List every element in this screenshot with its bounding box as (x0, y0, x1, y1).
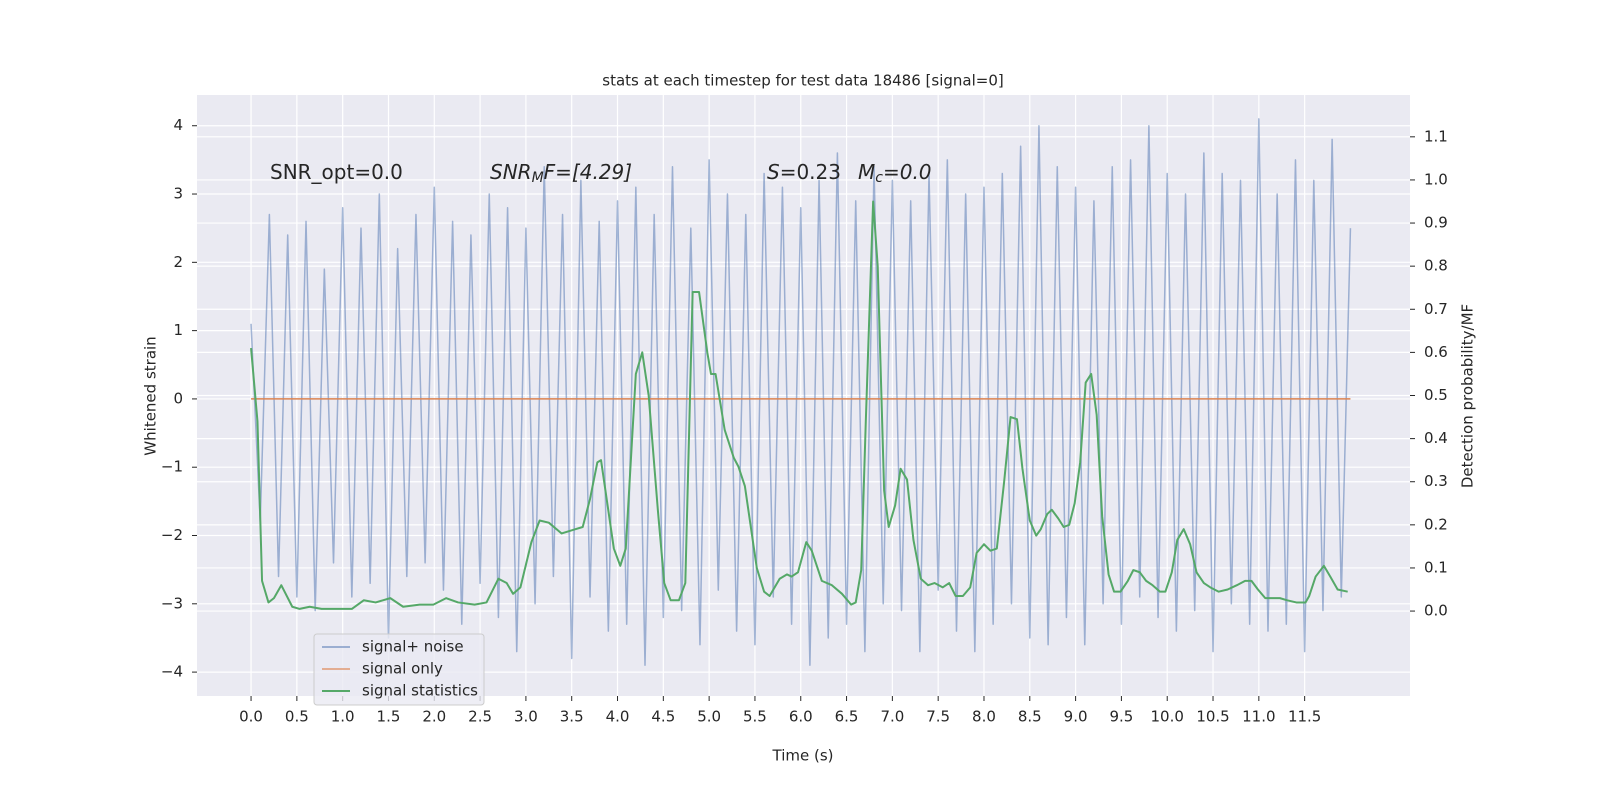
x-tick-label: 10.0 (1151, 708, 1184, 726)
y2-tick-label: 0.2 (1424, 515, 1448, 533)
x-tick-label: 0.5 (285, 708, 309, 726)
x-tick-label: 6.0 (789, 708, 813, 726)
x-tick-label: 5.0 (697, 708, 721, 726)
x-tick-label: 11.0 (1242, 708, 1275, 726)
y-tick-label: 1 (173, 321, 183, 339)
x-tick-label: 8.0 (972, 708, 996, 726)
annotation-sub: M (532, 170, 544, 186)
legend-label: signal statistics (362, 682, 478, 700)
y2-tick-label: 1.1 (1424, 127, 1448, 145)
x-tick-label: 2.0 (422, 708, 446, 726)
y2-tick-label: 1.0 (1424, 170, 1448, 188)
y2-tick-label: 0.5 (1424, 386, 1448, 404)
legend-box (313, 633, 485, 706)
y2-tick-label: 0.0 (1424, 602, 1448, 620)
x-tick-label: 10.5 (1196, 708, 1229, 726)
annotation-rest: F=[4.29] (544, 160, 632, 184)
x-tick-label: 7.5 (926, 708, 950, 726)
x-tick-label: 3.5 (560, 708, 584, 726)
x-tick-label: 11.5 (1288, 708, 1321, 726)
annotation-rest: =0.23 (780, 160, 841, 184)
y2-tick-label: 0.7 (1424, 300, 1448, 318)
annotation-math: M (858, 160, 875, 184)
series-line (250, 118, 1352, 667)
legend-label: signal only (362, 660, 443, 678)
x-tick-label: 0.0 (239, 708, 263, 726)
annotation-math: S (767, 160, 780, 184)
legend: signal+ noise signal only signal statistic… (313, 633, 485, 706)
y-tick-label: 0 (173, 389, 183, 407)
y-axis-label: Whitened strain (142, 336, 160, 455)
annotation-math: SNR (490, 160, 532, 184)
y2-tick-label: 0.9 (1424, 214, 1448, 232)
y-tick-label: −3 (161, 594, 183, 612)
x-tick-label: 1.0 (331, 708, 355, 726)
chart-title: stats at each timestep for test data 184… (602, 72, 1003, 90)
x-tick-label: 8.5 (1018, 708, 1042, 726)
y2-tick-label: 0.8 (1424, 257, 1448, 275)
x-tick-label: 1.5 (377, 708, 401, 726)
y2-tick-label: 0.3 (1424, 472, 1448, 490)
annotation-sub: c (875, 170, 883, 186)
annotation: SNR_opt=0.0 (270, 160, 403, 184)
x-tick-label: 9.5 (1109, 708, 1133, 726)
x-tick-label: 4.0 (606, 708, 630, 726)
x-axis-label: Time (s) (772, 747, 834, 765)
legend-label: signal+ noise (362, 638, 464, 656)
annotation: Mc=0.0 (858, 160, 932, 187)
series-line (250, 200, 1348, 610)
y-tick-label: 3 (173, 185, 183, 203)
y2-axis-label: Detection probability/MF (1459, 304, 1477, 488)
annotation-rest: =0.0 (883, 160, 932, 184)
y2-tick-label: 0.6 (1424, 343, 1448, 361)
y-tick-label: −1 (161, 458, 183, 476)
annotation: S=0.23 (767, 160, 841, 184)
x-tick-label: 6.5 (835, 708, 859, 726)
y-tick-label: 4 (173, 116, 183, 134)
annotation: SNRMF=[4.29] (490, 160, 632, 187)
x-tick-label: 2.5 (468, 708, 492, 726)
x-tick-label: 5.5 (743, 708, 767, 726)
x-tick-label: 9.0 (1064, 708, 1088, 726)
y-tick-label: −4 (161, 663, 183, 681)
x-tick-label: 3.0 (514, 708, 538, 726)
y-tick-label: −2 (161, 526, 183, 544)
x-tick-label: 4.5 (651, 708, 675, 726)
y2-tick-label: 0.1 (1424, 558, 1448, 576)
annotation-text: SNR_opt=0.0 (270, 160, 403, 184)
x-tick-label: 7.0 (880, 708, 904, 726)
y-tick-label: 2 (173, 253, 183, 271)
y2-tick-label: 0.4 (1424, 429, 1448, 447)
